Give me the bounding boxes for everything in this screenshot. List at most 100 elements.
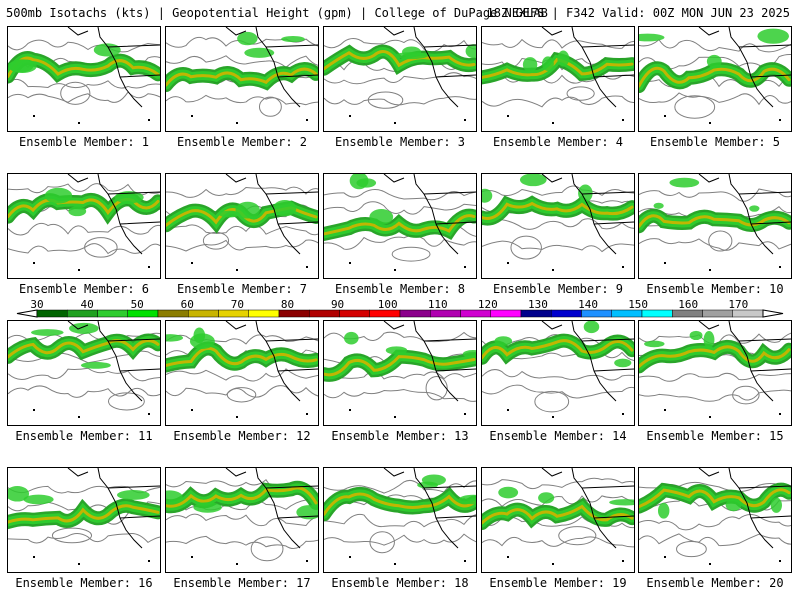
height-contour [8, 222, 160, 236]
colorbar-segment [67, 309, 98, 318]
island [78, 122, 80, 124]
island [191, 409, 193, 411]
coastline [698, 174, 791, 255]
height-contour-closed [391, 246, 431, 262]
island [622, 413, 624, 415]
island [236, 122, 238, 124]
isotach-blob [494, 336, 513, 346]
coastline [541, 321, 634, 402]
isotach-colorbar: 30 40 50 60 70 80 90 100 110 120 130 140 150 160 170 [15, 298, 785, 320]
jet-stream-map [639, 27, 791, 124]
height-contour [166, 385, 318, 398]
jet-stream-core [639, 345, 791, 368]
island [622, 266, 624, 268]
isotach-blob [244, 47, 275, 58]
coastline [67, 174, 160, 255]
ensemble-member-label: Ensemble Member: 1 [18, 135, 150, 149]
ensemble-map-19 [481, 467, 635, 573]
coastline [225, 468, 318, 549]
ensemble-map-9 [481, 173, 635, 279]
isotach-blob [458, 494, 476, 505]
colorbar-segment [399, 309, 431, 318]
ensemble-map-12 [165, 320, 319, 426]
ensemble-map-14 [481, 320, 635, 426]
colorbar-tick: 170 [728, 298, 749, 311]
coastline [698, 321, 791, 402]
island [394, 122, 396, 124]
island [349, 409, 351, 411]
jet-stream-map [324, 468, 476, 565]
height-contour [8, 91, 160, 103]
height-contour [166, 186, 318, 198]
isotach-blob [44, 187, 73, 204]
height-contour [324, 513, 476, 528]
island [394, 416, 396, 418]
island [507, 556, 509, 558]
height-contour [166, 513, 318, 527]
height-contour [482, 477, 634, 490]
height-contour [166, 239, 318, 252]
ensemble-member-label: Ensemble Member: 16 [15, 576, 153, 590]
island [148, 119, 150, 121]
island [191, 556, 193, 558]
isotach-blob [69, 322, 99, 334]
island [78, 269, 80, 271]
isotach-blob [349, 174, 369, 190]
island [552, 122, 554, 124]
isotach-blob [23, 494, 54, 505]
coastline [383, 321, 476, 402]
height-contour-closed [367, 91, 404, 109]
colorbar-segment [430, 309, 461, 318]
height-contour [482, 38, 634, 49]
height-contour [324, 389, 476, 402]
ensemble-map-2 [165, 26, 319, 132]
ensemble-member-label: Ensemble Member: 12 [173, 429, 311, 443]
ensemble-map-7 [165, 173, 319, 279]
ensemble-member-label: Ensemble Member: 6 [18, 282, 150, 296]
island [779, 560, 781, 562]
ensemble-member-label: Ensemble Member: 14 [489, 429, 627, 443]
height-contour [482, 95, 634, 108]
island [148, 560, 150, 562]
isotach-blob [609, 499, 634, 506]
height-contour-closed [258, 96, 282, 117]
jet-stream-core [8, 339, 160, 359]
colorbar-segment [248, 309, 280, 318]
island [664, 262, 666, 264]
isotach-blob [706, 54, 722, 68]
height-contour [639, 73, 791, 88]
height-contour-closed [566, 86, 595, 101]
island [349, 262, 351, 264]
jet-stream-core [639, 488, 791, 509]
isotach-blob [235, 201, 260, 219]
colorbar-tick: 120 [477, 298, 498, 311]
ensemble-member-label: Ensemble Member: 8 [334, 282, 466, 296]
height-contour-closed [510, 235, 542, 260]
jet-stream-map [639, 468, 791, 565]
island [709, 416, 711, 418]
colorbar-scale [16, 309, 784, 318]
isotach-blob [465, 44, 476, 59]
island [236, 563, 238, 565]
jet-stream-map [482, 468, 634, 565]
height-contour [324, 38, 476, 53]
island [664, 556, 666, 558]
height-contour [166, 55, 318, 68]
isotach-blob [757, 28, 790, 44]
ensemble-map-16 [7, 467, 161, 573]
ensemble-member-label: Ensemble Member: 5 [649, 135, 781, 149]
island [78, 563, 80, 565]
coastline [383, 468, 476, 549]
island [622, 119, 624, 121]
isotach-blob [557, 50, 570, 67]
colorbar-tick: 40 [80, 298, 94, 311]
isotach-blob [369, 209, 394, 225]
island [664, 409, 666, 411]
island [394, 269, 396, 271]
island [709, 122, 711, 124]
isotach-blob [114, 191, 144, 204]
isotach-blob [281, 35, 305, 43]
ensemble-member-label: Ensemble Member: 9 [492, 282, 624, 296]
ensemble-member-label: Ensemble Member: 11 [15, 429, 153, 443]
height-contour [639, 238, 791, 251]
